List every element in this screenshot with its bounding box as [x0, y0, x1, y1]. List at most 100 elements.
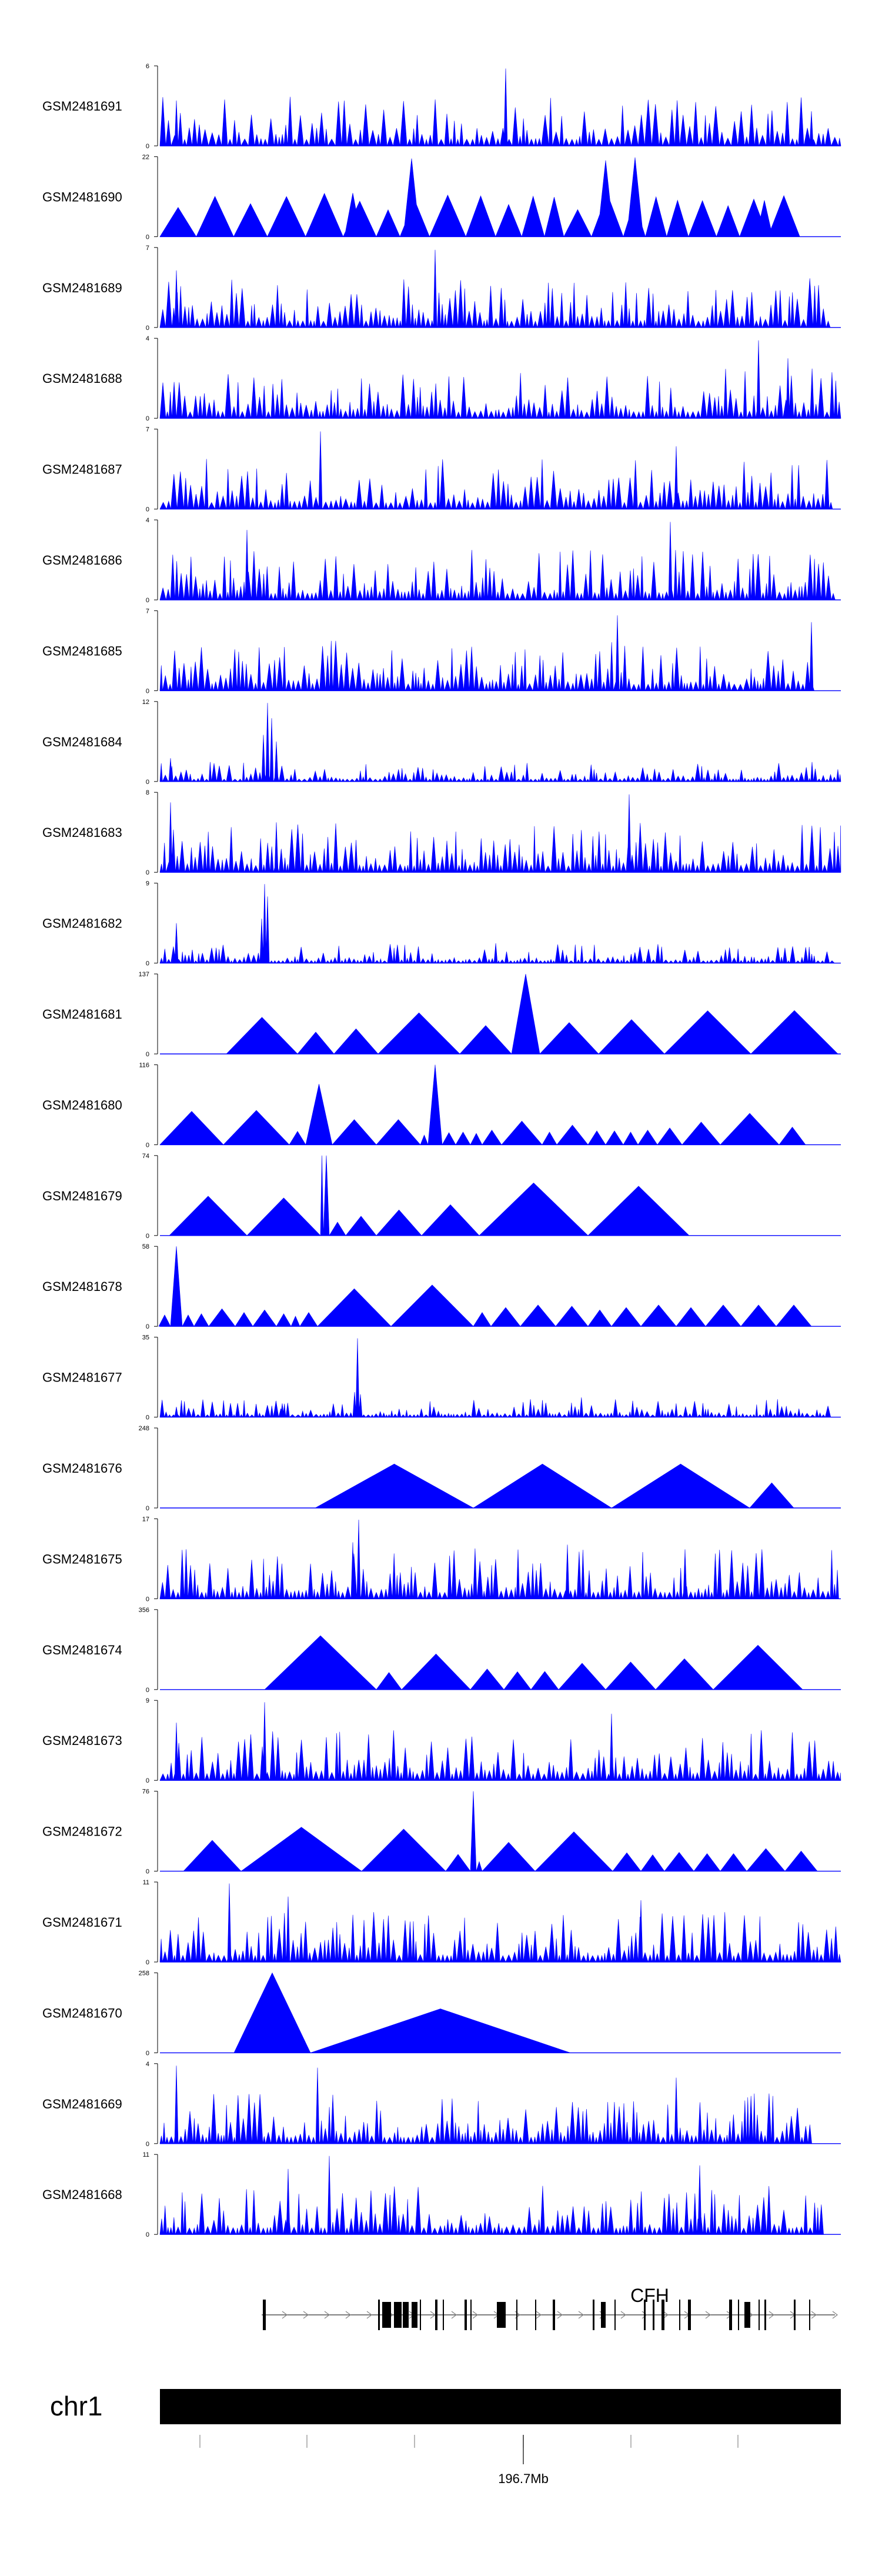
track-GSM2481670: GSM2481670 258 0	[42, 1970, 841, 2057]
track-label: GSM2481669	[42, 2097, 122, 2111]
track-GSM2481688: GSM2481688 4 0	[42, 335, 841, 422]
exon-block	[553, 2300, 555, 2330]
y-min-label: 0	[146, 233, 149, 241]
track-GSM2481679: GSM2481679 74 0	[42, 1153, 841, 1240]
y-min-label: 0	[146, 688, 149, 695]
track-GSM2481682: GSM2481682 9 0	[42, 880, 841, 967]
y-min-label: 0	[146, 869, 149, 876]
track-label: GSM2481675	[42, 1551, 122, 1566]
strand-arrow	[705, 2311, 711, 2319]
exon-block	[653, 2300, 654, 2330]
y-max-label: 7	[146, 426, 149, 433]
track-label: GSM2481691	[42, 99, 122, 114]
exon-block	[614, 2300, 616, 2330]
track-GSM2481683: GSM2481683 8 0	[42, 789, 841, 876]
track-label: GSM2481671	[42, 1915, 122, 1930]
y-max-label: 7	[146, 245, 149, 252]
track-label: GSM2481684	[42, 735, 122, 749]
exon-block	[420, 2300, 421, 2330]
strand-arrow	[642, 2311, 648, 2319]
exon-block	[443, 2300, 444, 2330]
genomic-coordinate-axis: 196.7Mb	[199, 2435, 739, 2486]
y-max-label: 9	[146, 880, 149, 887]
coverage-area	[159, 157, 800, 237]
y-max-label: 8	[146, 789, 149, 796]
coverage-area	[158, 1246, 812, 1327]
y-min-label: 0	[146, 1687, 149, 1694]
strand-arrow	[832, 2311, 838, 2319]
track-GSM2481680: GSM2481680 116 0	[42, 1062, 841, 1149]
exon-block	[516, 2300, 517, 2330]
track-label: GSM2481674	[42, 1643, 122, 1657]
y-max-label: 11	[143, 2151, 149, 2158]
y-max-label: 7	[146, 608, 149, 615]
y-min-label: 0	[146, 506, 149, 513]
track-GSM2481673: GSM2481673 9 0	[42, 1697, 841, 1784]
track-GSM2481685: GSM2481685 7 0	[42, 608, 841, 695]
track-GSM2481672: GSM2481672 76 0	[42, 1788, 841, 1876]
track-GSM2481687: GSM2481687 7 0	[42, 426, 841, 513]
exon-block	[744, 2302, 750, 2328]
y-min-label: 0	[146, 1414, 149, 1422]
y-min-label: 0	[146, 960, 149, 967]
y-max-label: 137	[139, 971, 149, 978]
y-max-label: 248	[139, 1425, 149, 1432]
coverage-area	[159, 1519, 839, 1599]
y-min-label: 0	[146, 1142, 149, 1149]
track-label: GSM2481687	[42, 462, 122, 477]
chromosome-ideogram-track: chr1	[50, 2389, 841, 2424]
strand-arrow	[451, 2311, 457, 2319]
track-label: GSM2481682	[42, 916, 122, 931]
track-label: GSM2481677	[42, 1370, 122, 1385]
exon-block	[662, 2300, 664, 2330]
strand-arrow	[769, 2311, 775, 2319]
coverage-tracks: GSM248169160GSM2481690220GSM248168970GSM…	[42, 63, 841, 2238]
exon-block	[535, 2300, 536, 2330]
track-GSM2481675: GSM2481675 17 0	[42, 1516, 841, 1603]
coverage-area	[183, 1791, 818, 1871]
track-GSM2481676: GSM2481676 248 0	[42, 1425, 841, 1512]
exon-block	[759, 2300, 760, 2330]
track-label: GSM2481689	[42, 281, 122, 295]
coverage-area	[159, 2066, 812, 2144]
exon-block	[412, 2302, 417, 2328]
strand-arrow	[620, 2311, 627, 2319]
coverage-area	[169, 1155, 690, 1236]
y-min-label: 0	[146, 143, 149, 150]
track-label: GSM2481685	[42, 643, 122, 658]
track-GSM2481678: GSM2481678 58 0	[42, 1243, 841, 1330]
y-min-label: 0	[146, 2050, 149, 2057]
y-max-label: 17	[142, 1516, 149, 1523]
strand-arrow	[663, 2311, 669, 2319]
gene-model-track: CFH	[262, 2285, 838, 2330]
track-label: GSM2481673	[42, 1733, 122, 1748]
strand-arrow	[366, 2311, 373, 2319]
y-min-label: 0	[146, 415, 149, 422]
y-min-label: 0	[146, 597, 149, 604]
exon-block	[794, 2300, 796, 2330]
y-max-label: 258	[139, 1970, 149, 1977]
strand-arrow	[578, 2311, 584, 2319]
track-label: GSM2481672	[42, 1824, 122, 1839]
y-min-label: 0	[146, 1959, 149, 1966]
y-max-label: 22	[142, 154, 149, 161]
coverage-area	[226, 973, 838, 1055]
coverage-area	[159, 431, 833, 509]
track-GSM2481677: GSM2481677 35 0	[42, 1334, 841, 1422]
exon-block	[263, 2300, 266, 2330]
exon-block	[378, 2300, 380, 2330]
exon-block	[435, 2300, 437, 2330]
coverage-area	[159, 615, 815, 691]
coverage-area	[159, 884, 835, 963]
track-GSM2481681: GSM2481681 137 0	[42, 971, 841, 1058]
y-max-label: 74	[142, 1153, 149, 1160]
y-max-label: 4	[146, 517, 149, 524]
y-max-label: 9	[146, 1697, 149, 1704]
coverage-area	[159, 68, 841, 146]
exon-block	[688, 2300, 691, 2330]
track-label: GSM2481670	[42, 2006, 122, 2020]
y-min-label: 0	[146, 1233, 149, 1240]
coverage-area	[159, 794, 841, 873]
axis-coordinate-label: 196.7Mb	[498, 2471, 549, 2486]
